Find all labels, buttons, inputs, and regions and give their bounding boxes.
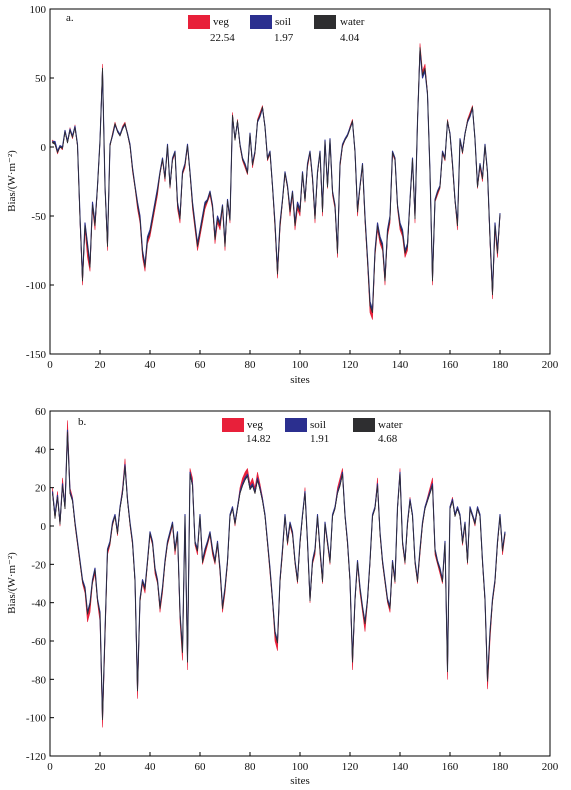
legend-swatch-soil xyxy=(285,418,307,432)
y-tick-label: 40 xyxy=(35,444,47,456)
y-tick-label: -120 xyxy=(26,751,47,763)
plot-frame xyxy=(49,8,551,355)
x-tick-label: 100 xyxy=(292,359,309,371)
x-tick-label: 160 xyxy=(442,761,459,773)
legend-label-soil: soil xyxy=(310,419,326,431)
y-tick-label: -100 xyxy=(26,713,47,725)
chart-panel-a: a. 0 20 40 60 80 100 120 140 160 180 200 -150 -100 -5… xyxy=(6,4,559,386)
legend-swatch-water xyxy=(314,15,336,29)
x-axis-label: sites xyxy=(290,374,310,386)
legend-label-water: water xyxy=(340,16,365,28)
y-tick-label: 50 xyxy=(35,73,47,85)
y-tick-label: 60 xyxy=(35,406,47,418)
x-tick-label: 120 xyxy=(342,359,359,371)
legend-swatch-veg xyxy=(222,418,244,432)
y-tick-label: -50 xyxy=(31,211,46,223)
legend-label-veg: veg xyxy=(247,419,263,431)
x-tick-label: 160 xyxy=(442,359,459,371)
x-tick-label: 180 xyxy=(492,761,509,773)
x-tick-label: 40 xyxy=(145,359,157,371)
y-tick-label: -100 xyxy=(26,280,47,292)
x-tick-label: 100 xyxy=(292,761,309,773)
x-tick-label: 20 xyxy=(95,359,107,371)
series-soil-line xyxy=(51,429,506,719)
series-veg-area xyxy=(52,420,506,728)
legend-value-veg: 14.82 xyxy=(246,433,271,445)
y-axis-label: Bias/(W·m⁻²) xyxy=(6,552,18,614)
legend-swatch-water xyxy=(353,418,375,432)
x-tick-label: 80 xyxy=(245,761,257,773)
x-axis-label: sites xyxy=(290,775,310,787)
y-tick-label: 0 xyxy=(41,142,47,154)
series-water-line xyxy=(52,431,506,720)
y-tick-label: 0 xyxy=(41,521,47,533)
panel-label: b. xyxy=(78,416,87,428)
x-tick-label: 120 xyxy=(342,761,359,773)
legend: veg 14.82 soil 1.91 water 4.68 xyxy=(222,418,403,445)
series-layer xyxy=(52,43,501,320)
legend-value-veg: 22.54 xyxy=(210,32,235,44)
panel-label: a. xyxy=(66,12,74,24)
y-tick-label: -80 xyxy=(31,674,46,686)
y-tick-label: -40 xyxy=(31,598,46,610)
legend-swatch-soil xyxy=(250,15,272,29)
legend-value-water: 4.04 xyxy=(340,32,360,44)
x-tick-label: 80 xyxy=(245,359,257,371)
legend-value-soil: 1.97 xyxy=(274,32,294,44)
legend-value-soil: 1.91 xyxy=(310,433,329,445)
y-tick-label: -150 xyxy=(26,349,47,361)
x-tick-label: 60 xyxy=(195,761,207,773)
axes-layer: 0 20 40 60 80 100 120 140 160 180 200 -150 -100 -50 0 5… xyxy=(26,4,559,371)
x-tick-label: 200 xyxy=(542,761,559,773)
legend: veg 22.54 soil 1.97 water 4.04 xyxy=(188,15,365,44)
y-tick-label: -60 xyxy=(31,636,46,648)
x-tick-label: 180 xyxy=(492,359,509,371)
series-water-area xyxy=(52,429,506,720)
legend-value-water: 4.68 xyxy=(378,433,398,445)
x-tick-label: 40 xyxy=(145,761,157,773)
x-tick-label: 140 xyxy=(392,359,409,371)
y-tick-label: 20 xyxy=(35,483,47,495)
x-tick-label: 200 xyxy=(542,359,559,371)
series-water-line xyxy=(52,47,501,313)
legend-label-soil: soil xyxy=(275,16,291,28)
legend-label-veg: veg xyxy=(213,16,229,28)
chart-panel-b: b. 0 20 40 60 80 100 120 140 160 180 200-120-100-8… xyxy=(6,406,559,787)
x-tick-label: 20 xyxy=(95,761,107,773)
legend-label-water: water xyxy=(378,419,403,431)
series-layer xyxy=(51,420,506,728)
y-tick-label: 100 xyxy=(30,4,47,16)
y-axis-label: Bias/(W·m⁻²) xyxy=(6,150,18,212)
legend-swatch-veg xyxy=(188,15,210,29)
y-tick-label: -20 xyxy=(31,559,46,571)
x-tick-label: 0 xyxy=(47,359,53,371)
x-tick-label: 0 xyxy=(47,761,53,773)
x-tick-label: 60 xyxy=(195,359,207,371)
x-tick-label: 140 xyxy=(392,761,409,773)
axes-layer: 0 20 40 60 80 100 120 140 160 180 200-120-100-80-6… xyxy=(26,406,559,773)
